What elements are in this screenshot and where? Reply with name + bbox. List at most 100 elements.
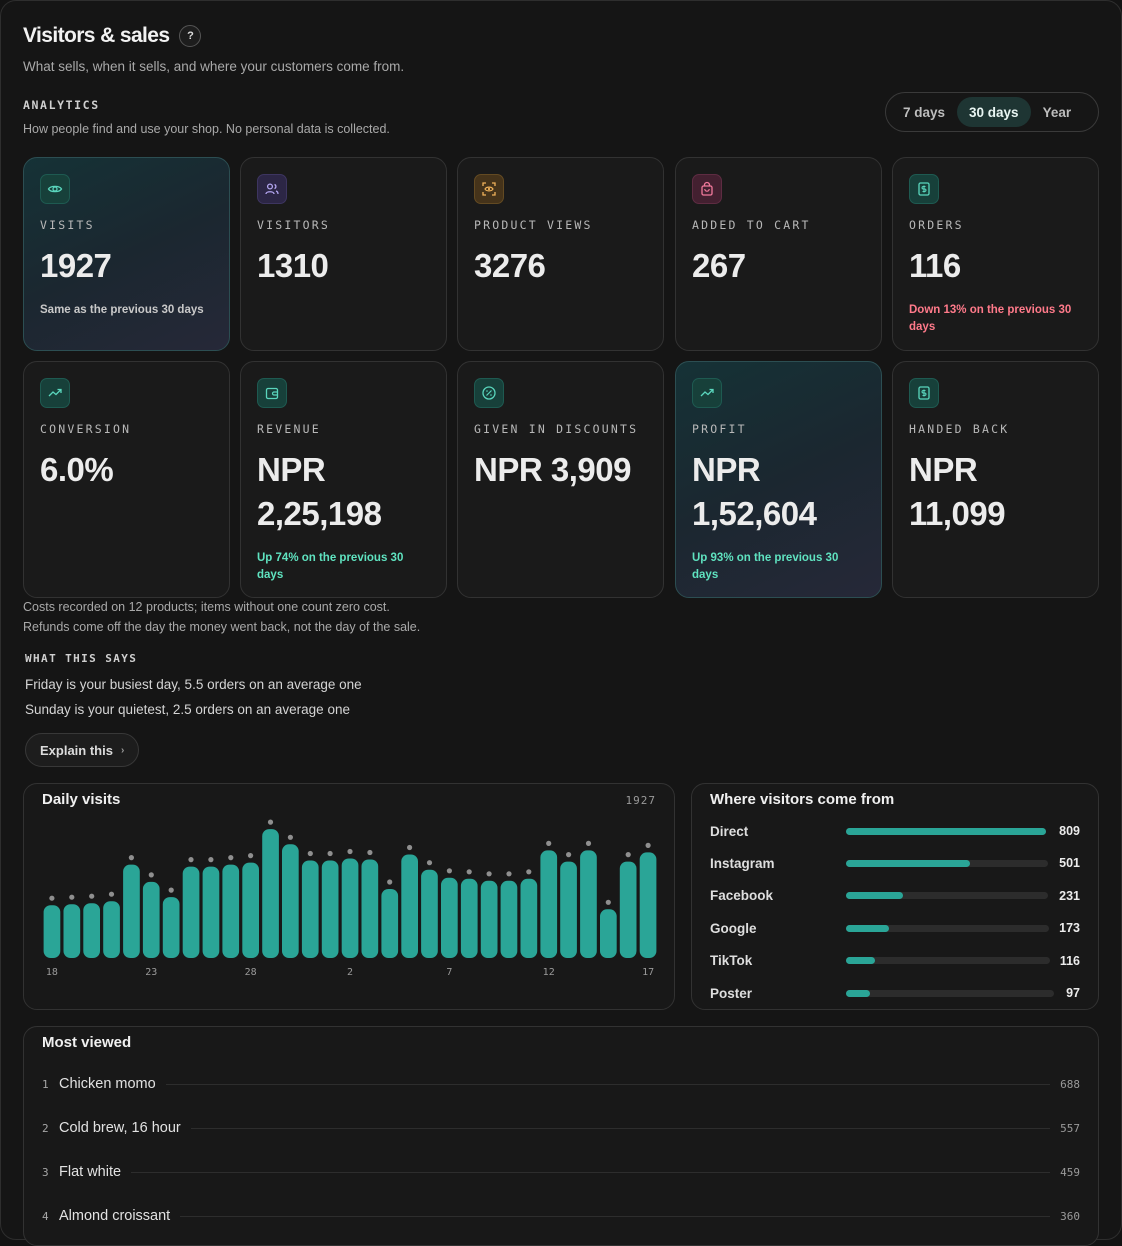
most-viewed-item[interactable]: 4 Almond croissant 360 — [42, 1206, 1080, 1226]
x-tick-label: 7 — [446, 967, 452, 978]
stat-card-discounts: GIVEN IN DISCOUNTS NPR 3,909 — [457, 361, 664, 598]
visits-bar[interactable] — [560, 861, 577, 958]
visits-bar[interactable] — [63, 904, 81, 958]
source-count: 231 — [1059, 888, 1080, 903]
insight-quietest-day: Sunday is your quietest, 2.5 orders on a… — [25, 702, 350, 717]
explain-button[interactable]: Explain this › — [25, 733, 140, 767]
visits-bar[interactable] — [162, 897, 180, 958]
source-bar-track — [846, 924, 1049, 932]
previous-period-marker — [526, 869, 532, 875]
source-bar-track — [846, 989, 1054, 997]
visitor-sources-title: Where visitors come from — [710, 791, 895, 808]
visits-bar[interactable] — [361, 859, 379, 959]
item-rank: 1 — [42, 1077, 49, 1091]
item-views: 360 — [1060, 1209, 1080, 1223]
source-bar-fill — [846, 827, 1046, 835]
source-row[interactable]: Instagram 501 — [710, 853, 1080, 873]
visits-bar[interactable] — [202, 866, 220, 958]
visits-bar[interactable] — [123, 864, 140, 958]
previous-period-marker — [446, 868, 452, 874]
help-button[interactable]: ? — [179, 25, 202, 47]
visits-bar[interactable] — [441, 877, 458, 958]
visits-bar[interactable] — [500, 880, 518, 958]
visits-bar[interactable] — [381, 889, 399, 958]
item-rank: 2 — [42, 1121, 49, 1135]
source-name: TikTok — [710, 953, 753, 969]
visits-bar[interactable] — [480, 880, 498, 958]
source-row[interactable]: Poster 97 — [710, 983, 1080, 1003]
explain-button-label: Explain this — [40, 742, 113, 758]
previous-period-marker — [387, 879, 393, 885]
visits-bar[interactable] — [182, 866, 200, 958]
stat-card-orders: ORDERS 116 Down 13% on the previous 30 d… — [892, 157, 1099, 351]
stat-value: 1310 — [257, 247, 329, 284]
visits-bar[interactable] — [341, 858, 359, 959]
source-row[interactable]: Google 173 — [710, 918, 1080, 938]
visits-bar[interactable] — [460, 878, 478, 958]
most-viewed-item[interactable]: 3 Flat white 459 — [42, 1162, 1080, 1182]
visits-bar[interactable] — [580, 850, 597, 958]
previous-period-marker — [347, 848, 353, 855]
stat-change-note: Up 93% on the previous 30 days — [692, 551, 839, 581]
visits-bar[interactable] — [321, 860, 339, 959]
stat-value: NPR 3,909 — [474, 451, 631, 488]
stat-change-note: Same as the previous 30 days — [40, 303, 204, 316]
most-viewed-item[interactable]: 1 Chicken momo 688 — [42, 1074, 1080, 1094]
previous-period-marker — [188, 857, 194, 863]
visits-bar[interactable] — [301, 860, 319, 959]
previous-period-marker — [287, 834, 293, 840]
previous-period-marker — [466, 869, 472, 875]
visits-bar[interactable] — [520, 878, 538, 958]
visits-bar[interactable] — [262, 829, 279, 958]
visits-bar[interactable] — [401, 854, 418, 959]
leader-line — [180, 1215, 1051, 1217]
item-views: 557 — [1060, 1121, 1080, 1135]
leader-line — [131, 1171, 1051, 1173]
stat-change-note: Down 13% on the previous 30 days — [909, 303, 1072, 333]
most-viewed-item[interactable]: 2 Cold brew, 16 hour 557 — [42, 1118, 1080, 1138]
visits-bar[interactable] — [282, 844, 299, 958]
visits-bar[interactable] — [222, 864, 240, 958]
previous-period-marker — [645, 842, 651, 848]
visits-bar[interactable] — [639, 852, 657, 958]
previous-period-marker — [407, 844, 413, 851]
analytics-description: How people find and use your shop. No pe… — [23, 122, 390, 136]
previous-period-marker — [267, 819, 274, 825]
visits-bar[interactable] — [103, 901, 120, 958]
leader-line — [190, 1127, 1051, 1129]
footnote-refunds: Refunds come off the day the money went … — [23, 620, 421, 634]
visits-bar[interactable] — [619, 861, 637, 958]
discount-icon — [474, 378, 504, 408]
item-views: 688 — [1060, 1077, 1080, 1091]
visits-bar[interactable] — [43, 905, 61, 958]
source-count: 97 — [1066, 986, 1080, 1000]
source-bar-fill — [846, 989, 870, 997]
visits-bar[interactable] — [242, 862, 259, 958]
source-name: Facebook — [710, 888, 774, 904]
previous-period-marker — [248, 853, 254, 859]
stat-card-revenue: REVENUE NPR 2,25,198 Up 74% on the previ… — [240, 361, 447, 598]
visits-bar[interactable] — [83, 903, 100, 958]
page-title: Visitors & sales — [23, 24, 170, 47]
range-option-year[interactable]: Year — [1042, 104, 1072, 120]
previous-period-marker — [108, 891, 115, 897]
x-tick-label: 18 — [46, 967, 58, 978]
visits-bar[interactable] — [540, 850, 558, 958]
visits-bar[interactable] — [142, 881, 160, 958]
source-row[interactable]: Facebook 231 — [710, 886, 1080, 906]
source-row[interactable]: TikTok 116 — [710, 951, 1080, 971]
stat-card-handed-back: HANDED BACK NPR 11,099 — [892, 361, 1099, 598]
range-option-30-days[interactable]: 30 days — [957, 97, 1031, 127]
range-option-7-days[interactable]: 7 days — [903, 104, 946, 120]
source-bar-fill — [846, 957, 875, 965]
visits-bar[interactable] — [600, 909, 617, 958]
stat-label: PROFIT — [692, 422, 747, 436]
source-row[interactable]: Direct 809 — [710, 821, 1080, 841]
visits-bar[interactable] — [421, 869, 438, 958]
stat-label: VISITS — [40, 218, 95, 232]
daily-visits-total: 1927 — [625, 794, 656, 807]
stat-label: HANDED BACK — [909, 422, 1010, 436]
x-tick-label: 12 — [543, 967, 555, 978]
source-bar-track — [846, 827, 1046, 835]
eye-icon — [40, 174, 70, 204]
